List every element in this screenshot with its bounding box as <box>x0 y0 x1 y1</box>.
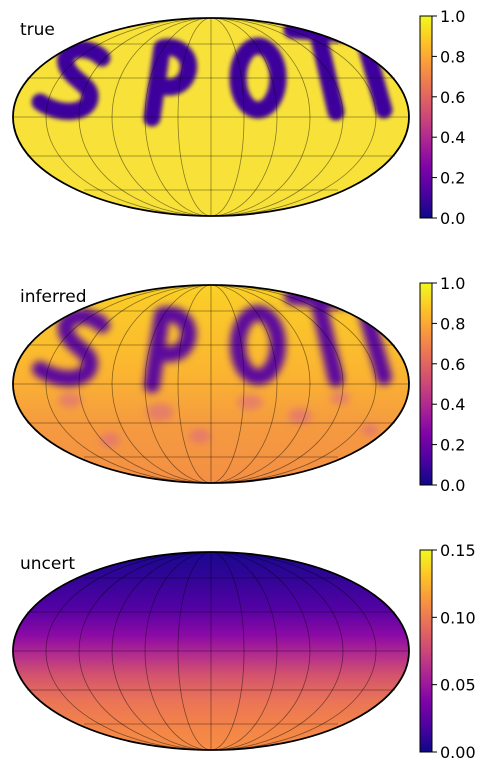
colorbar-bar <box>419 15 433 219</box>
colorbar-tick-label: 0.2 <box>440 436 465 455</box>
panel-label: true <box>20 20 55 40</box>
colorbar: 0.0 0.2 0.4 0.6 0.8 1.0 <box>419 274 465 495</box>
letter-o <box>229 37 287 119</box>
colorbar-tick-label: 0.8 <box>440 47 465 66</box>
colorbar-tick-label: 1.0 <box>440 274 465 293</box>
colorbar-tick-label: 0.00 <box>440 743 476 762</box>
colorbar-tick-label: 0.05 <box>440 676 476 695</box>
colorbar-tick-label: 0.4 <box>440 128 465 147</box>
mottling <box>58 391 378 447</box>
map-border <box>12 17 410 217</box>
panel-true: true 0.0 0.2 0.4 0.6 0.8 1.0 <box>12 7 465 228</box>
colorbar-tick-label: 0.15 <box>440 541 476 560</box>
colorbar-bar <box>419 549 433 753</box>
colorbar-tick-label: 0.0 <box>440 476 465 495</box>
colorbar-ticks: 0.0 0.2 0.4 0.6 0.8 1.0 <box>432 274 465 495</box>
map-background <box>13 552 409 750</box>
panel-inferred: inferred 0.0 0.2 0.4 0.6 0.8 1.0 <box>12 274 465 495</box>
panel-label: inferred <box>20 287 87 307</box>
panel-uncert: uncert 0.00 0.05 0.10 0.15 <box>12 541 476 762</box>
colorbar-tick-label: 0.10 <box>440 608 476 627</box>
colorbar-tick-label: 0.6 <box>440 355 465 374</box>
colorbar-tick-label: 0.8 <box>440 314 465 333</box>
map-uncert <box>13 552 409 750</box>
colorbar-tick-label: 0.4 <box>440 395 465 414</box>
colorbar-tick-label: 1.0 <box>440 7 465 26</box>
letter-s <box>32 308 110 387</box>
colorbar-tick-label: 0.2 <box>440 169 465 188</box>
map-border <box>12 551 410 751</box>
colorbar: 0.0 0.2 0.4 0.6 0.8 1.0 <box>419 7 465 228</box>
colorbar-tick-label: 0.0 <box>440 209 465 228</box>
colorbar-ticks: 0.0 0.2 0.4 0.6 0.8 1.0 <box>432 7 465 228</box>
panel-label: uncert <box>20 554 75 574</box>
letter-o <box>230 305 286 385</box>
map-border <box>12 284 410 484</box>
map-true <box>13 18 409 216</box>
colorbar-bar <box>419 282 433 486</box>
graticule <box>13 17 409 217</box>
letter-s <box>31 41 111 120</box>
colorbar: 0.00 0.05 0.10 0.15 <box>419 541 476 762</box>
letter-p <box>143 38 198 127</box>
letter-p <box>144 306 197 393</box>
colorbar-ticks: 0.00 0.05 0.10 0.15 <box>432 541 476 762</box>
map-inferred <box>13 285 409 483</box>
colorbar-tick-label: 0.6 <box>440 88 465 107</box>
